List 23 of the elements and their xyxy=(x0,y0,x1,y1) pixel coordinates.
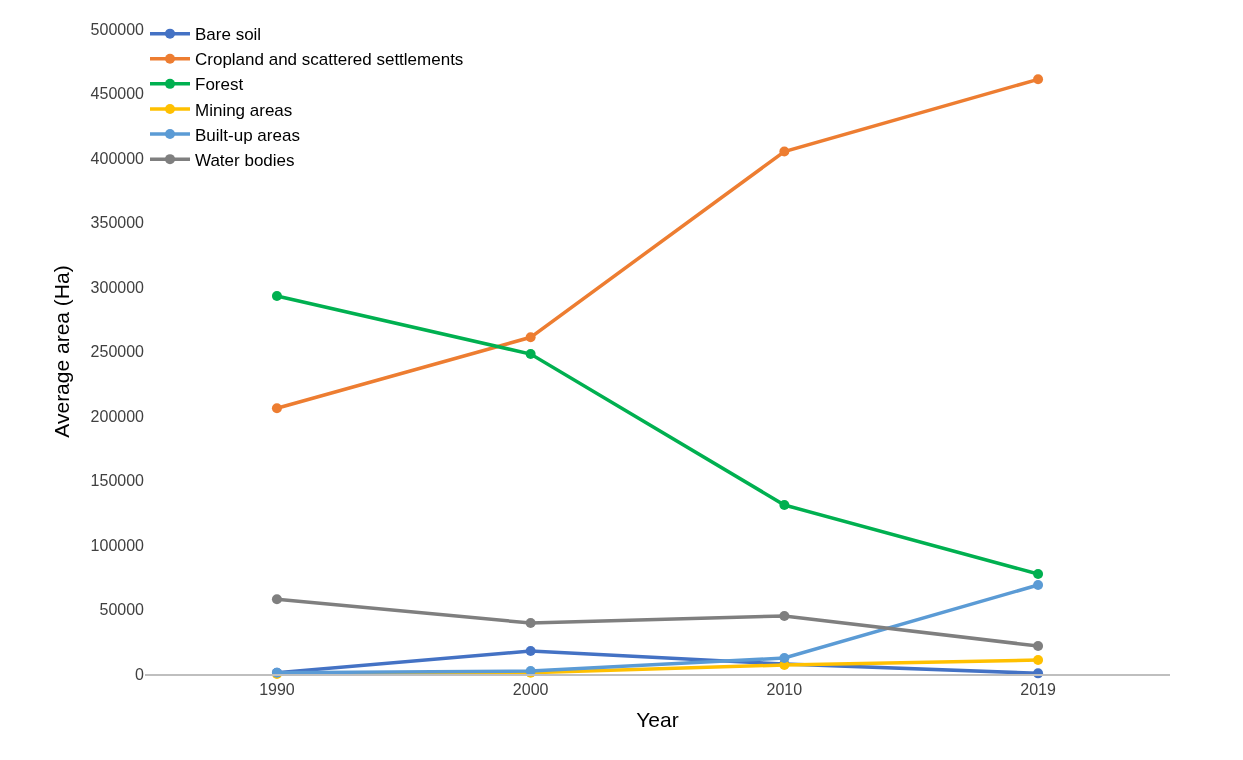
y-tick-label: 0 xyxy=(135,665,145,683)
legend-label: Bare soil xyxy=(195,25,262,45)
legend-label: Cropland and scattered settlements xyxy=(195,50,464,70)
x-tick-label: 2010 xyxy=(766,680,803,698)
y-tick-label: 300000 xyxy=(90,278,145,296)
x-axis-title: Year xyxy=(636,707,679,731)
y-tick-label: 50000 xyxy=(99,601,145,619)
legend-label: Water bodies xyxy=(195,150,295,170)
y-tick-label: 200000 xyxy=(90,407,145,425)
y-tick-label: 250000 xyxy=(90,343,145,361)
x-tick-label: 2000 xyxy=(512,680,549,698)
y-tick-label: 350000 xyxy=(90,214,145,232)
y-tick-label: 500000 xyxy=(90,20,145,38)
legend-label: Built-up areas xyxy=(195,125,300,145)
y-tick-label: 100000 xyxy=(90,536,145,554)
x-tick-label: 1990 xyxy=(259,680,295,698)
y-tick-label: 150000 xyxy=(90,472,145,490)
y-tick-label: 450000 xyxy=(90,85,145,103)
y-tick-label: 400000 xyxy=(90,149,145,167)
x-tick-label: 2019 xyxy=(1020,680,1056,698)
legend-label: Forest xyxy=(195,75,244,95)
y-axis-title: Average area (Ha) xyxy=(49,265,73,438)
legend-label: Mining areas xyxy=(195,100,293,120)
